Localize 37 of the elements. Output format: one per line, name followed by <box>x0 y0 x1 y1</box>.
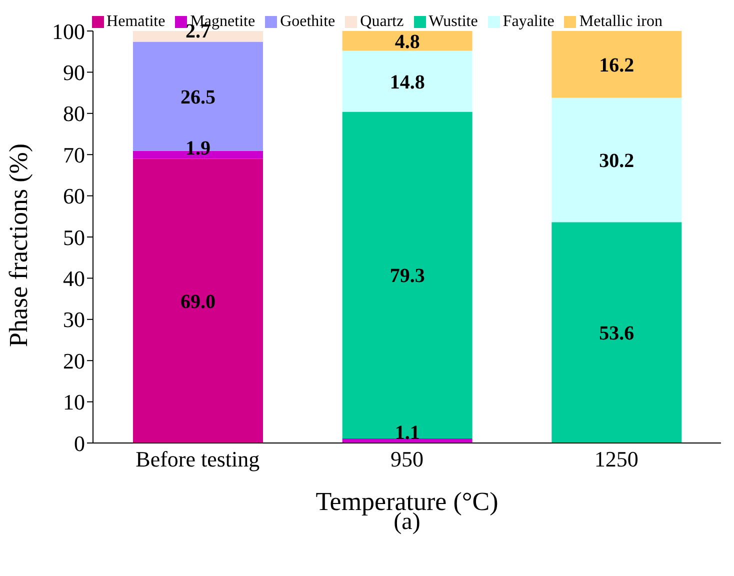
bar <box>342 112 472 438</box>
bar <box>133 158 263 443</box>
x-tick-label: 950 <box>390 446 424 472</box>
data-label: 53.6 <box>599 322 634 345</box>
data-label: 1.1 <box>394 422 420 444</box>
legend-label: Wustite <box>428 13 478 31</box>
y-tick-label: 80 <box>63 101 85 126</box>
legend-label: Fayalite <box>502 13 554 31</box>
data-label: 26.5 <box>180 86 216 108</box>
data-label: 79.3 <box>390 265 425 288</box>
y-tick-label: 70 <box>63 142 85 168</box>
y-tick-label: 60 <box>63 184 85 209</box>
data-label: 69.0 <box>180 290 216 313</box>
bar <box>342 31 472 51</box>
y-tick-label: 20 <box>63 348 85 374</box>
y-tick-label: 100 <box>52 18 85 44</box>
legend-label: Metallic iron <box>578 13 662 31</box>
y-tick-label: 30 <box>63 307 85 332</box>
x-tick-label: 1250 <box>594 446 638 472</box>
bar <box>552 222 682 443</box>
data-label: 4.8 <box>394 30 420 53</box>
data-label: 30.2 <box>599 150 634 172</box>
y-tick-label: 90 <box>63 60 85 86</box>
bar <box>342 50 472 112</box>
data-label: 14.8 <box>390 71 425 94</box>
y-tick-label: 0 <box>74 430 85 456</box>
legend-label: Goethite <box>279 13 336 31</box>
y-tick-label: 10 <box>63 390 85 415</box>
legend-label: Hematite <box>106 13 166 31</box>
legend-label: Quartz <box>359 13 404 31</box>
data-label: 16.2 <box>599 54 634 76</box>
y-tick-label: 50 <box>63 224 85 250</box>
bar <box>552 98 682 222</box>
x-tick-label: Before testing <box>136 446 260 472</box>
y-axis-title: Phase fractions (%) <box>4 143 34 347</box>
y-tick-label: 40 <box>63 266 85 292</box>
bar <box>552 31 682 98</box>
